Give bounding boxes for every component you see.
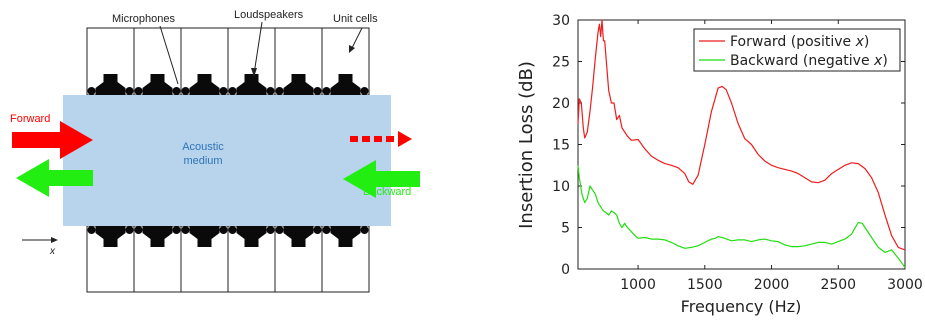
y-tick-label: 20 — [552, 96, 570, 112]
loudspeaker-bottom — [283, 226, 314, 247]
y-tick-label: 15 — [552, 138, 570, 154]
microphone-bottom — [360, 226, 369, 234]
loudspeakers-leader — [253, 21, 263, 75]
unit-cells-leader-head — [349, 45, 355, 53]
unit-cell-bottom — [180, 225, 229, 293]
y-tick-label: 0 — [561, 262, 570, 278]
x-axis-title: Frequency (Hz) — [681, 297, 802, 316]
y-ticks: 0 5 10 15 20 25 30 — [552, 13, 905, 278]
legend-box — [693, 28, 901, 72]
microphone-bottom — [266, 226, 275, 234]
microphone-bottom — [87, 226, 96, 234]
legend-label-backward: Backward (negative x) — [730, 53, 888, 69]
unit-cells-bottom — [86, 225, 370, 293]
backward-label: Backward — [363, 186, 411, 198]
series-line-backward — [577, 165, 906, 268]
microphone-bottom — [275, 226, 284, 234]
metamaterial-schematic: Microphones Loudspeakers Unit cells Acou… — [10, 9, 420, 293]
loudspeaker-top — [95, 74, 126, 95]
microphone-top — [322, 87, 331, 95]
microphone-top — [313, 87, 322, 95]
loudspeaker-bottom — [236, 226, 267, 247]
microphone-top — [275, 87, 284, 95]
loudspeaker-top — [189, 74, 220, 95]
loudspeaker-bottom — [330, 226, 361, 247]
microphone-bottom — [134, 226, 143, 234]
forward-transmitted-arrow — [350, 131, 412, 147]
forward-arrow — [12, 121, 93, 159]
loudspeakers-label: Loudspeakers — [234, 9, 304, 21]
y-tick-label: 5 — [561, 221, 570, 237]
microphone-top — [125, 87, 134, 95]
unit-cells-label: Unit cells — [333, 13, 378, 25]
unit-cell-top — [180, 27, 229, 96]
x-tick-label: 3000 — [887, 277, 923, 293]
y-tick-label: 25 — [552, 55, 570, 71]
microphone-top — [134, 87, 143, 95]
backward-arrow-right — [343, 160, 420, 198]
loudspeakers-top — [87, 74, 369, 95]
microphone-top — [181, 87, 190, 95]
acoustic-medium — [63, 95, 391, 226]
microphone-top — [228, 87, 237, 95]
microphone-bottom — [313, 226, 322, 234]
medium-label-line1: Acoustic — [182, 141, 224, 153]
microphone-top — [219, 87, 228, 95]
insertion-loss-chart: 1000 1500 2000 2500 3000 0 5 10 15 20 25 30 Freque… — [516, 13, 923, 316]
microphone-top — [87, 87, 96, 95]
loudspeaker-top — [330, 74, 361, 95]
backward-arrow-left — [16, 159, 93, 197]
loudspeaker-top — [236, 74, 267, 95]
series-lines — [577, 19, 906, 268]
microphone-bottom — [125, 226, 134, 234]
microphone-top — [360, 87, 369, 95]
y-tick-label: 30 — [552, 13, 570, 29]
series-line-forward — [577, 19, 906, 251]
x-ticks: 1000 1500 2000 2500 3000 — [620, 20, 923, 293]
x-axis-arrowhead — [51, 237, 58, 243]
x-axis-label: x — [49, 246, 56, 257]
legend-label-backward-var: x — [873, 53, 883, 69]
legend-label-backward-main: Backward (negative — [730, 53, 874, 69]
legend-label-forward-end: ) — [864, 34, 869, 50]
microphone-bottom — [322, 226, 331, 234]
forward-label: Forward — [10, 113, 50, 125]
microphone-bottom — [172, 226, 181, 234]
microphone-bottom — [228, 226, 237, 234]
y-tick-label: 10 — [552, 179, 570, 195]
loudspeaker-bottom — [95, 226, 126, 247]
x-tick-label: 2500 — [820, 277, 856, 293]
microphones-label: Microphones — [112, 13, 175, 25]
x-tick-label: 1000 — [620, 277, 656, 293]
y-axis-title: Insertion Loss (dB) — [516, 61, 537, 229]
unit-cells-top — [86, 27, 370, 96]
loudspeaker-bottom — [189, 226, 220, 247]
loudspeaker-top — [283, 74, 314, 95]
microphones-leader — [159, 25, 179, 85]
legend-label-backward-end: ) — [882, 53, 887, 69]
loudspeaker-top — [142, 74, 173, 95]
medium-label-line2: medium — [183, 155, 222, 167]
loudspeaker-bottom — [142, 226, 173, 247]
loudspeakers-leader-head — [251, 68, 257, 77]
loudspeakers-bottom — [87, 226, 369, 247]
legend: Forward (positive x) Backward (negative … — [693, 28, 901, 72]
microphone-top — [266, 87, 275, 95]
microphone-bottom — [219, 226, 228, 234]
x-tick-label: 1500 — [687, 277, 723, 293]
legend-label-forward: Forward (positive x) — [730, 34, 869, 50]
legend-label-forward-var: x — [855, 34, 865, 50]
microphone-bottom — [181, 226, 190, 234]
legend-label-forward-main: Forward (positive — [730, 34, 856, 50]
microphone-top — [172, 87, 181, 95]
x-tick-label: 2000 — [754, 277, 790, 293]
unit-cells-leader — [351, 27, 363, 49]
